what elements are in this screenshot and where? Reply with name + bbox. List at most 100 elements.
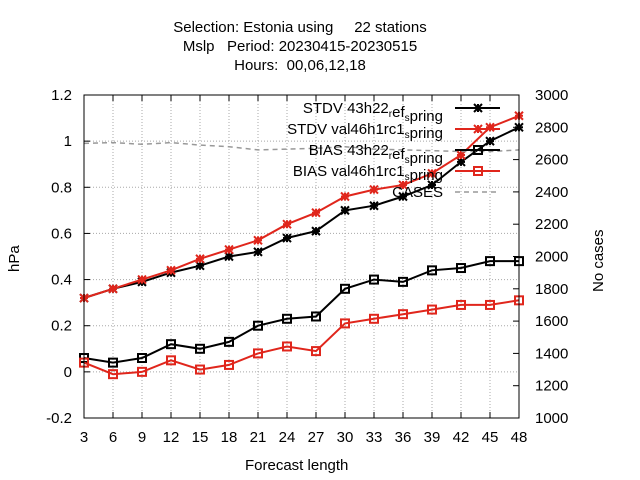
data-point-0 — [369, 201, 379, 211]
data-point-1 — [137, 274, 147, 285]
data-point-3 — [427, 304, 437, 315]
y2-tick-label: 1200 — [535, 378, 568, 395]
data-point-1 — [166, 265, 176, 276]
y-tick-label: 1 — [64, 133, 72, 150]
data-point-3 — [195, 364, 205, 375]
x-axis-label: Forecast length — [245, 457, 349, 474]
x-tick-label: 9 — [138, 429, 146, 446]
y2-tick-label: 1400 — [535, 345, 568, 362]
data-point-0 — [485, 136, 495, 146]
series-layer — [79, 111, 524, 380]
data-point-2 — [456, 263, 466, 274]
series-line-4 — [83, 141, 520, 153]
legend-marker-2 — [473, 145, 483, 155]
y2-tick-label: 3000 — [535, 87, 568, 104]
legend-marker-0 — [473, 103, 483, 113]
data-point-0 — [340, 205, 350, 216]
data-point-1 — [485, 122, 495, 133]
data-point-3 — [311, 346, 321, 357]
legend-label-1: STDV val46h1rc1spring — [287, 121, 443, 142]
x-tick-label: 27 — [308, 429, 325, 446]
data-point-1 — [398, 180, 408, 190]
legend-label-0: STDV 43h22refspring — [303, 100, 443, 125]
x-tick-label: 42 — [453, 429, 470, 446]
data-point-2 — [195, 343, 205, 354]
data-point-0 — [398, 191, 408, 202]
data-point-3 — [166, 355, 176, 366]
y2-tick-label: 1600 — [535, 313, 568, 330]
legend-label-2: BIAS 43h22refspring — [309, 142, 443, 167]
data-point-2 — [282, 313, 292, 324]
x-tick-label: 3 — [80, 429, 88, 446]
data-point-3 — [456, 299, 466, 310]
data-point-3 — [224, 359, 234, 370]
data-point-2 — [398, 276, 408, 287]
series-line-3 — [83, 299, 520, 376]
data-point-0 — [456, 157, 466, 167]
data-point-3 — [398, 309, 408, 320]
legend-marker-3 — [473, 166, 483, 176]
data-point-0 — [224, 251, 234, 262]
x-tick-label: 36 — [395, 429, 412, 446]
data-point-1 — [224, 244, 234, 255]
y2-tick-label: 1000 — [535, 410, 568, 427]
legend-label-3: BIAS val46h1rc1spring — [293, 163, 443, 184]
data-point-1 — [340, 191, 350, 202]
y2-tick-label: 2800 — [535, 119, 568, 136]
x-tick-label: 48 — [511, 429, 528, 446]
data-point-2 — [108, 357, 118, 368]
y-tick-label: 0.6 — [51, 225, 72, 242]
x-tick-label: 18 — [221, 429, 238, 446]
data-point-3 — [253, 348, 263, 359]
data-point-3 — [282, 341, 292, 352]
data-point-0 — [427, 180, 437, 190]
data-point-0 — [282, 233, 292, 243]
data-point-3 — [137, 366, 147, 377]
data-point-0 — [311, 226, 321, 236]
data-point-3 — [108, 369, 118, 380]
x-tick-label: 6 — [109, 429, 117, 446]
y-tick-label: 0.2 — [51, 318, 72, 335]
series-line-2 — [83, 260, 519, 364]
y2-tick-label: 2000 — [535, 249, 568, 266]
chart-title-line-1: Selection: Estonia using 22 stations — [173, 19, 427, 36]
x-tick-label: 30 — [337, 429, 354, 446]
x-tick-label: 12 — [163, 429, 180, 446]
y-tick-label: -0.2 — [46, 410, 72, 427]
data-point-1 — [456, 150, 466, 160]
ticks: 3 6 9 12 15 18 21 24 27 30 33 36 39 42 45 48-0.200.20.4… — [46, 87, 568, 446]
data-point-2 — [253, 320, 263, 331]
data-point-2 — [166, 339, 176, 350]
y-tick-label: 0.4 — [51, 272, 72, 289]
x-tick-label: 21 — [250, 429, 267, 446]
data-point-1 — [369, 184, 379, 195]
y-axis-label-left: hPa — [6, 245, 23, 272]
y-tick-label: 1.2 — [51, 87, 72, 104]
y-tick-label: 0.8 — [51, 179, 72, 196]
y-axis-label-right: No cases — [590, 229, 607, 292]
y2-tick-label: 2200 — [535, 216, 568, 233]
data-point-1 — [427, 168, 437, 179]
data-point-2 — [340, 283, 350, 294]
data-point-2 — [137, 353, 147, 364]
data-point-2 — [427, 265, 437, 276]
data-point-1 — [108, 284, 118, 294]
data-point-0 — [195, 261, 205, 271]
x-tick-label: 33 — [366, 429, 383, 446]
y2-tick-label: 2600 — [535, 152, 568, 169]
data-point-3 — [369, 313, 379, 324]
data-point-1 — [253, 235, 263, 246]
data-point-2 — [224, 336, 234, 347]
series-line-0 — [83, 126, 520, 299]
chart-title-line-3: Hours: 00,06,12,18 — [234, 57, 366, 74]
y2-tick-label: 1800 — [535, 281, 568, 298]
legend-marker-1 — [473, 124, 483, 134]
data-point-1 — [311, 207, 321, 218]
x-tick-label: 45 — [482, 429, 499, 446]
x-tick-label: 24 — [279, 429, 296, 446]
data-point-0 — [253, 247, 263, 257]
series-line-1 — [83, 114, 520, 299]
data-point-2 — [485, 256, 495, 267]
data-point-1 — [195, 254, 205, 264]
